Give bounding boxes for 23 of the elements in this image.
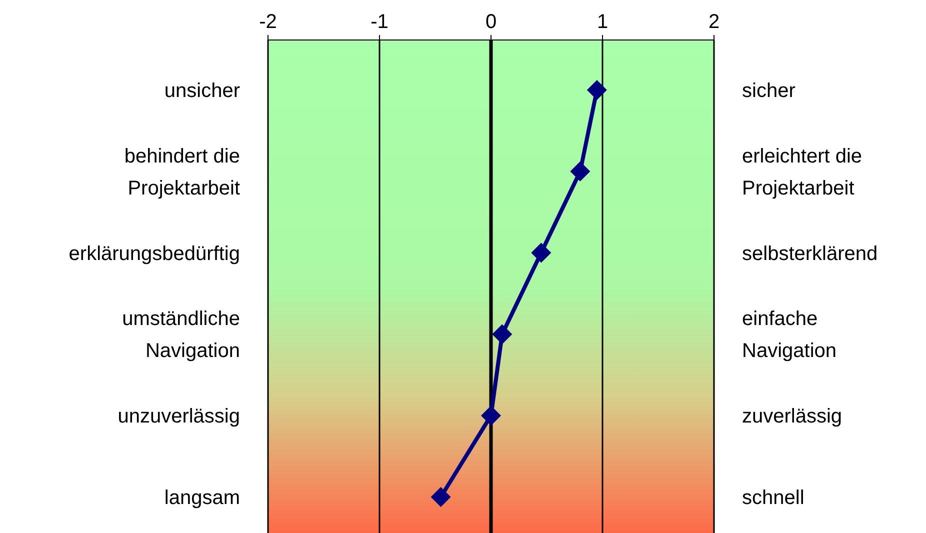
- point: [586, 80, 607, 100]
- point: [481, 406, 501, 426]
- point: [531, 242, 552, 263]
- y-tick-label: umständliche Navigation: [122, 308, 240, 362]
- y2-tick-label: einfache Navigation: [742, 308, 837, 362]
- y-tick-label: langsam: [164, 487, 240, 509]
- x-tick-label: 0: [485, 11, 497, 33]
- y2-tick-label: schnell: [742, 487, 804, 509]
- y2-tick-label: sicher: [742, 80, 796, 102]
- y-tick-label: behindert die Projektarbeit: [124, 145, 240, 200]
- x-tick-label: -2: [259, 11, 277, 33]
- x-tick-label: -1: [370, 11, 388, 33]
- x-tick-label: 2: [708, 11, 720, 33]
- point: [492, 324, 512, 344]
- y-tick-label: unsicher: [164, 80, 240, 102]
- y-tick-label: erklärungsbedürftig: [68, 242, 240, 265]
- y2-tick-label: erleichtert die Projektarbeit: [742, 145, 862, 200]
- point: [430, 487, 451, 507]
- y2-tick-label: zuverlässig: [742, 406, 842, 428]
- y2-tick-label: selbsterklärend: [742, 242, 878, 265]
- y-tick-label: unzuverlässig: [118, 406, 240, 428]
- point: [570, 161, 590, 182]
- x-tick-label: 1: [596, 11, 608, 33]
